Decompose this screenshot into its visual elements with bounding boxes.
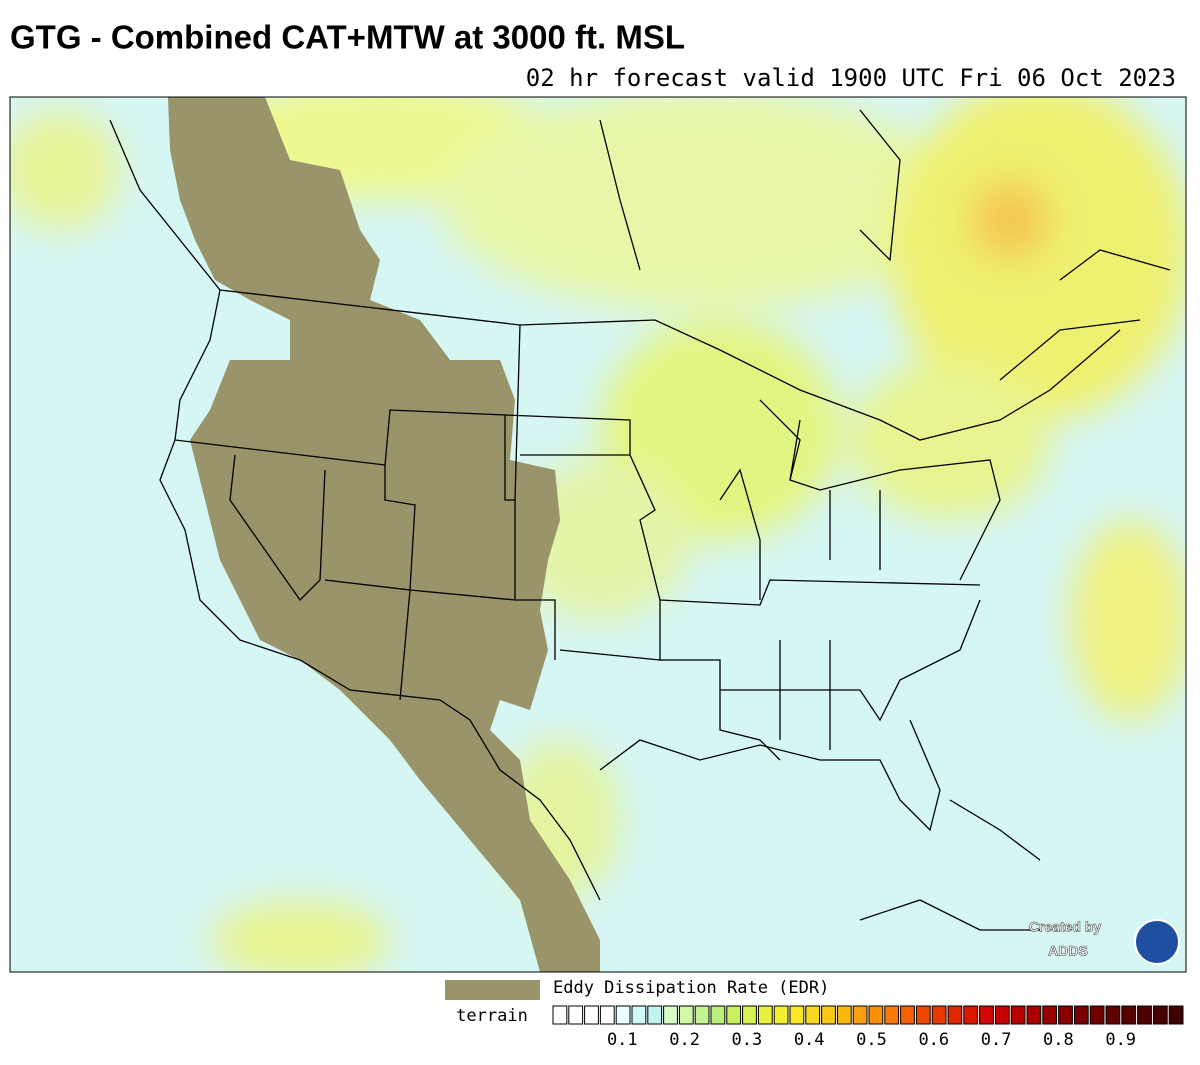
boundaries: [109, 109, 1171, 931]
title: GTG - Combined CAT+MTW at 3000 ft. MSL: [10, 19, 685, 56]
colorbar-swatch: [1105, 1005, 1121, 1025]
colorbar-swatch: [979, 1005, 994, 1025]
colorbar-swatch: [584, 1005, 599, 1025]
colorbar-swatch: [963, 1005, 979, 1025]
colorbar-swatch: [663, 1005, 678, 1025]
colorbar-swatch: [900, 1005, 915, 1025]
edr-field: [10, 97, 1186, 972]
colorbar-swatch: [1058, 1005, 1073, 1025]
colorbar-swatch: [678, 1005, 694, 1025]
map-frame: [9, 96, 1187, 973]
colorbar-swatch: [994, 1005, 1010, 1025]
colorbar-swatch: [694, 1005, 710, 1025]
credit: Created by: [1029, 919, 1102, 935]
terrain-label: terrain: [456, 1006, 528, 1026]
colorbar: 0.1 0.2 0.3 0.4 0.5 0.6 0.7 0.8 0.9: [552, 1005, 1184, 1050]
colorbar-tick-label: 0.3: [732, 1030, 763, 1050]
colorbar-swatch: [1026, 1005, 1042, 1025]
colorbar-swatch: [1073, 1005, 1089, 1025]
colorbar-swatch: [821, 1005, 836, 1025]
subtitle: 02 hr forecast valid 1900 UTC Fri 06 Oct…: [526, 64, 1176, 92]
terrain: [168, 97, 600, 972]
colorbar-swatch: [568, 1005, 584, 1025]
colorbar-swatch: [931, 1005, 947, 1025]
legend-title: Eddy Dissipation Rate (EDR): [553, 978, 829, 998]
colorbar-swatch: [915, 1005, 931, 1025]
colorbar-swatch: [631, 1005, 647, 1025]
colorbar-swatch: [1089, 1005, 1105, 1025]
colorbar-swatch: [884, 1005, 900, 1025]
colorbar-swatch: [773, 1005, 789, 1025]
colorbar-swatch: [789, 1005, 805, 1025]
colorbar-tick-label: 0.9: [1105, 1030, 1136, 1050]
colorbar-swatch: [647, 1005, 663, 1025]
colorbar-swatch: [1152, 1005, 1168, 1025]
terrain-swatch: [445, 980, 540, 1000]
map: [10, 97, 1186, 972]
colorbar-tick-label: 0.6: [918, 1030, 949, 1050]
colorbar-swatch: [1168, 1005, 1184, 1025]
colorbar-swatch: [1121, 1005, 1137, 1025]
colorbar-swatch: [757, 1005, 773, 1025]
colorbar-tick-label: 0.8: [1043, 1030, 1074, 1050]
colorbar-swatch: [615, 1005, 631, 1025]
colorbar-swatch: [552, 1005, 568, 1025]
colorbar-swatch: [947, 1005, 963, 1025]
colorbar-swatch: [599, 1005, 615, 1025]
colorbar-tick-label: 0.5: [856, 1030, 887, 1050]
colorbar-swatch: [742, 1005, 757, 1025]
noaa-logo: [1134, 919, 1180, 965]
colorbar-swatch: [1042, 1005, 1058, 1025]
colorbar-swatch: [726, 1005, 742, 1025]
colorbar-swatch: [852, 1005, 868, 1025]
colorbar-swatch: [1137, 1005, 1152, 1025]
colorbar-tick-label: 0.7: [981, 1030, 1012, 1050]
colorbar-tick-label: 0.4: [794, 1030, 825, 1050]
credit: ADDS: [1048, 943, 1088, 959]
colorbar-swatch: [805, 1005, 821, 1025]
colorbar-swatch: [710, 1005, 726, 1025]
colorbar-swatch: [836, 1005, 852, 1025]
colorbar-swatch: [1010, 1005, 1026, 1025]
colorbar-tick-label: 0.1: [607, 1030, 638, 1050]
colorbar-tick-label: 0.2: [669, 1030, 700, 1050]
colorbar-swatch: [868, 1005, 884, 1025]
